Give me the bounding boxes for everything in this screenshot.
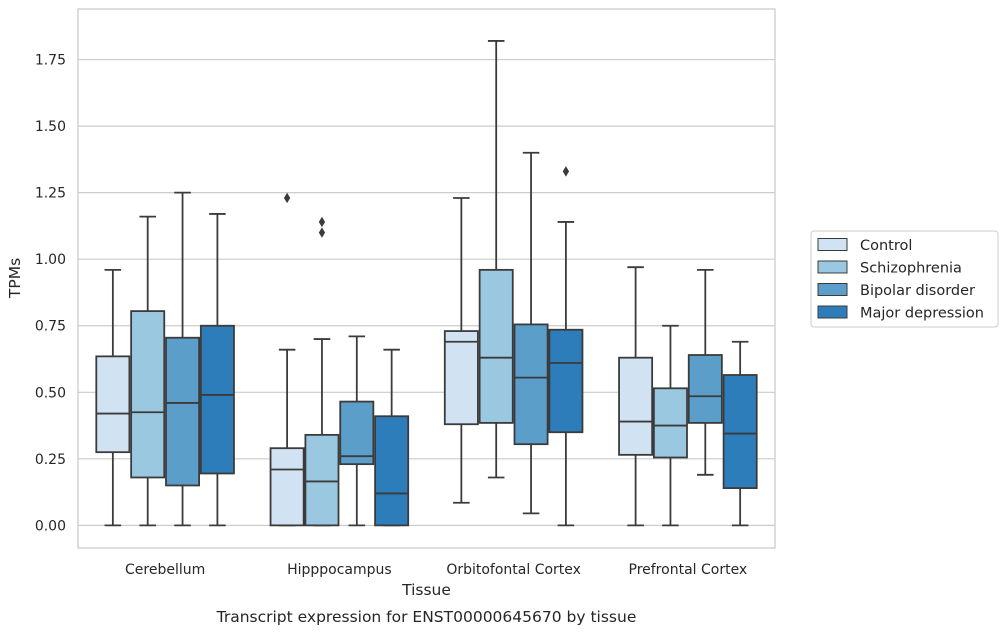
box-control [443,197,479,504]
box-schizophrenia [652,324,688,527]
legend-swatch [817,260,848,274]
box-iqr [548,328,584,434]
box-iqr [478,268,514,424]
legend-item: Control [817,238,912,254]
legend-swatch [817,305,848,319]
legend-label: Control [860,238,912,254]
box-iqr [130,310,166,479]
x-tick-label: Hipppocampus [287,562,392,578]
box-major-depression [722,340,758,527]
legend-label: Major depression [860,306,984,322]
y-tick-label: 0.25 [35,452,66,468]
y-tick-label: 1.75 [35,53,66,69]
outlier-point [318,216,326,228]
box-major-depression [548,166,584,527]
y-tick-label: 1.25 [35,186,66,202]
box-iqr [304,433,340,527]
box-control [95,268,131,527]
box-bipolar-disorder [513,151,549,515]
x-tick-label: Cerebellum [125,562,205,578]
box-major-depression [199,213,235,527]
box-bipolar-disorder [165,191,201,527]
box-iqr [339,400,375,466]
outlier-point [283,192,291,204]
y-axis-label: TPMs [6,258,24,299]
y-tick-label: 1.50 [35,119,66,135]
legend-frame [810,230,999,328]
box-iqr [652,387,688,459]
box-bipolar-disorder [339,335,375,527]
y-tick-label: 0.00 [35,518,66,534]
outlier-point [562,166,570,177]
legend-item: Schizophrenia [817,260,962,277]
plot-area-frame [77,8,776,549]
box-iqr [443,330,479,426]
x-axis-ticks: Cerebellum Hipppocampus Orbitofontal Corte… [125,562,747,578]
y-tick-label: 1.00 [35,252,66,268]
chart-caption: Transcript expression for ENST0000064567… [216,608,637,626]
box-bipolar-disorder [687,268,723,476]
outlier-point [318,227,326,238]
legend-label: Schizophrenia [860,261,962,277]
box-schizophrenia [304,216,340,527]
box-schizophrenia [478,40,514,479]
box-iqr [687,354,723,424]
box-control [618,266,654,527]
legend-swatch [817,283,848,296]
x-axis-label: Tissue [401,581,451,599]
legend: Control Schizophrenia Bipolar disorder Majo… [810,230,999,328]
box-control [269,192,305,527]
box-iqr [269,447,305,527]
box-iqr [722,374,758,490]
y-tick-label: 0.50 [35,385,66,401]
x-tick-label: Prefrontal Cortex [629,562,748,578]
legend-item: Major depression [817,305,984,322]
box-series [95,40,758,527]
y-axis-ticks: 0.00 0.25 0.50 0.75 1.00 1.25 1.50 1.75 [35,53,66,535]
box-iqr [618,356,654,456]
box-iqr [513,323,549,446]
box-iqr [165,336,201,487]
box-iqr [95,355,131,454]
box-iqr [199,324,235,475]
legend-swatch [817,238,848,251]
box-schizophrenia [130,215,166,527]
box-major-depression [374,348,410,527]
legend-item: Bipolar disorder [817,283,975,299]
legend-label: Bipolar disorder [860,283,975,299]
box-iqr [374,415,410,527]
x-tick-label: Orbitofontal Cortex [446,562,581,578]
y-tick-label: 0.75 [35,319,66,335]
